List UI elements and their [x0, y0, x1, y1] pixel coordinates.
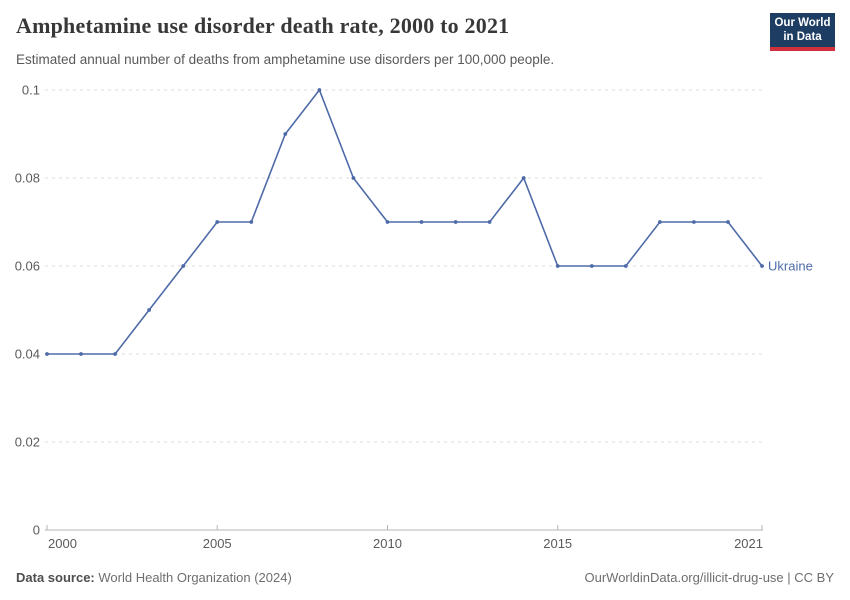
x-tick-label: 2010: [373, 536, 402, 551]
y-tick-label: 0.06: [15, 259, 40, 274]
data-point: [487, 220, 492, 224]
data-point: [79, 352, 83, 356]
y-tick-label: 0.1: [22, 83, 40, 98]
owid-logo-line2: in Data: [783, 31, 822, 43]
data-point: [623, 264, 628, 268]
y-tick-label: 0.08: [15, 171, 40, 186]
data-source-note: Data source: World Health Organization (…: [16, 570, 292, 585]
data-point: [249, 220, 254, 224]
data-point: [658, 220, 662, 224]
credit-note: OurWorldinData.org/illicit-drug-use | CC…: [584, 570, 835, 585]
data-point: [181, 264, 186, 268]
data-point: [589, 264, 594, 268]
data-point: [692, 220, 696, 224]
x-tick-label: 2005: [203, 536, 232, 551]
data-point: [147, 308, 152, 312]
data-point: [726, 220, 730, 224]
data-point: [385, 220, 390, 224]
data-source-value: World Health Organization (2024): [98, 570, 292, 585]
data-point: [760, 264, 764, 268]
data-point: [453, 220, 458, 224]
y-tick-label: 0.02: [15, 435, 40, 450]
data-line: [47, 88, 763, 355]
data-point: [555, 264, 560, 268]
data-point: [283, 132, 288, 136]
y-tick-label: 0: [33, 523, 40, 538]
data-point: [317, 88, 322, 92]
data-point: [419, 220, 424, 224]
page-title: Amphetamine use disorder death rate, 200…: [16, 13, 510, 38]
data-source-label: Data source:: [16, 570, 95, 585]
y-tick-label: 0.04: [15, 347, 40, 362]
owid-logo: Our World in Data: [770, 13, 835, 51]
x-tick-label: 2021: [734, 536, 763, 551]
data-point: [215, 220, 220, 224]
x-tick-label: 2015: [543, 536, 572, 551]
page-subtitle: Estimated annual number of deaths from a…: [16, 52, 555, 67]
x-tick-label: 2000: [48, 536, 77, 551]
owid-logo-line1: Our World: [774, 17, 831, 29]
data-point: [45, 352, 49, 356]
data-point: [521, 176, 526, 180]
series-entity-label: Ukraine: [768, 259, 813, 274]
data-point: [351, 176, 356, 180]
data-point: [113, 352, 117, 356]
